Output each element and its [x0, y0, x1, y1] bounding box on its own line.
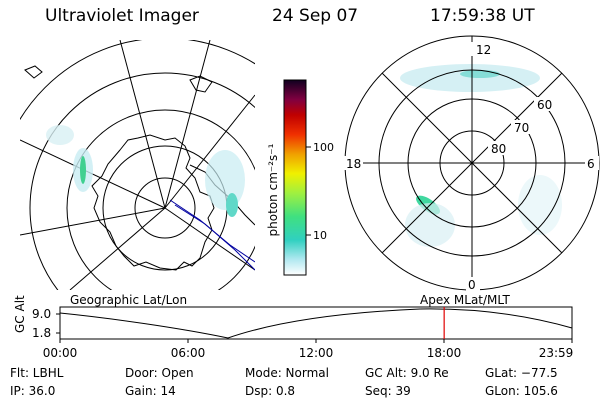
info-field: Seq: 39	[365, 384, 411, 398]
info-field: Flt: LBHL	[10, 366, 64, 380]
info-field: IP: 36.0	[10, 384, 56, 398]
apex-caption: Apex MLat/MLT	[420, 293, 510, 307]
info-field: Gain: 14	[125, 384, 176, 398]
info-field: Door: Open	[125, 366, 194, 380]
altitude-curve	[59, 308, 573, 339]
lat-label-60: 60	[537, 98, 552, 112]
colorbar-unit-label: photon cm⁻²s⁻¹	[266, 143, 280, 236]
ytick-1-8: 1.8	[32, 326, 51, 340]
info-field: GLon: 105.6	[485, 384, 558, 398]
mlt-label-6: 6	[587, 157, 595, 171]
mlt-label-12: 12	[476, 43, 491, 57]
timeline-frame	[59, 306, 573, 340]
altitude-timeline: Geographic Lat/Lon Apex MLat/MLT GC Alt …	[13, 293, 573, 360]
polar-plot: 12 18 6 0 60 70 80	[343, 35, 600, 292]
instrument-title: Ultraviolet Imager	[45, 6, 199, 26]
timeline-x-ticks: 00:00 06:00 12:00 18:00 23:59	[43, 339, 574, 360]
geo-grid	[20, 40, 255, 290]
colorbar	[283, 79, 307, 276]
x-tick-label: 23:59	[539, 346, 574, 360]
mlt-label-0: 0	[468, 278, 476, 292]
x-tick-label: 06:00	[171, 346, 206, 360]
geo-caption: Geographic Lat/Lon	[70, 293, 187, 307]
info-field: GLat: −77.5	[485, 366, 558, 380]
x-tick-label: 12:00	[299, 346, 334, 360]
aurora-left	[46, 125, 245, 217]
mlt-label-18: 18	[346, 157, 361, 171]
info-field: GC Alt: 9.0 Re	[365, 366, 449, 380]
info-field: Dsp: 0.8	[245, 384, 296, 398]
lat-label-80: 80	[491, 142, 506, 156]
colorbar-tick-100: 100	[313, 141, 334, 154]
colorbar-tick-10: 10	[313, 229, 327, 242]
timeline-ylabel: GC Alt	[13, 295, 27, 333]
aurora-right	[400, 64, 562, 247]
x-tick-label: 18:00	[427, 346, 462, 360]
info-field: Mode: Normal	[245, 366, 329, 380]
date-label: 24 Sep 07	[272, 6, 359, 26]
lat-label-70: 70	[514, 121, 529, 135]
ytick-9: 9.0	[32, 307, 51, 321]
time-label: 17:59:38 UT	[430, 6, 535, 26]
x-tick-label: 00:00	[43, 346, 78, 360]
